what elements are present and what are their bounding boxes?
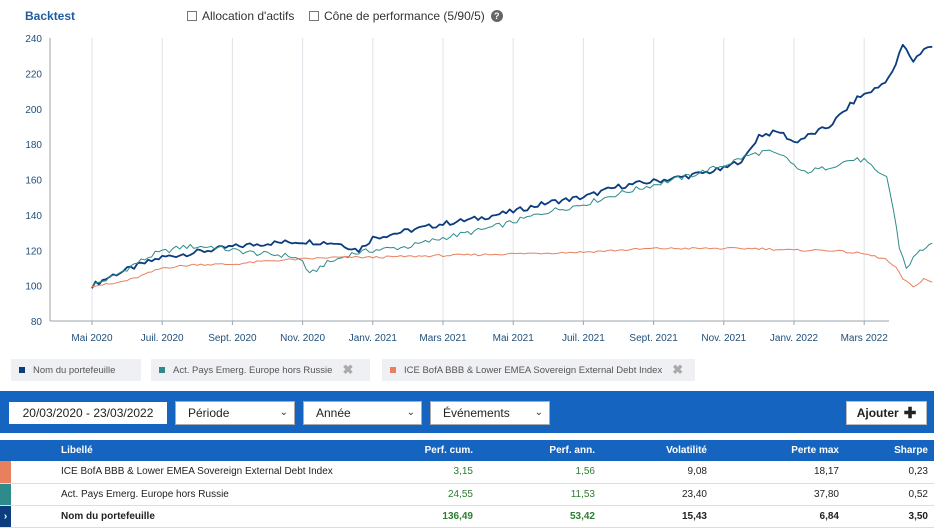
row-perf-cum: 136,49 — [442, 510, 473, 522]
row-sharpe: 0,52 — [908, 488, 928, 500]
table-row[interactable]: Act. Pays Emerg. Europe hors Russie 24,5… — [0, 483, 934, 505]
year-select[interactable]: Année ⌄ — [303, 401, 422, 425]
legend-swatch — [159, 367, 165, 373]
legend-label: Act. Pays Emerg. Europe hors Russie — [173, 364, 333, 376]
col-volatilite[interactable]: Volatilité — [666, 445, 707, 456]
y-tick-label: 120 — [25, 246, 42, 257]
table-row[interactable]: › Nom du portefeuille 136,49 53,42 15,43… — [0, 505, 934, 527]
table-row[interactable]: ICE BofA BBB & Lower EMEA Sovereign Exte… — [0, 461, 934, 483]
row-perte-max: 37,80 — [813, 488, 839, 500]
series-line-ice — [91, 247, 933, 288]
legend-label: ICE BofA BBB & Lower EMEA Sovereign Exte… — [404, 364, 663, 376]
row-perf-cum: 3,15 — [453, 466, 473, 478]
events-select[interactable]: Événements ⌄ — [430, 401, 550, 425]
x-tick-label: Janv. 2022 — [770, 333, 819, 344]
legend-item-emerging[interactable]: Act. Pays Emerg. Europe hors Russie ✖ — [151, 359, 370, 381]
row-sharpe: 3,50 — [908, 510, 928, 522]
x-tick-label: Juil. 2021 — [562, 333, 605, 344]
row-perte-max: 6,84 — [819, 510, 839, 522]
performance-table: Libellé Perf. cum. Perf. ann. Volatilité… — [0, 440, 934, 528]
chevron-down-icon: ⌄ — [279, 407, 288, 418]
add-label: Ajouter — [856, 406, 899, 420]
x-tick-label: Mars 2022 — [841, 333, 889, 344]
expand-icon[interactable]: › — [0, 505, 11, 527]
allocation-option[interactable]: Allocation d'actifs — [187, 9, 294, 23]
plus-icon: ✚ — [903, 404, 917, 422]
x-tick-label: Sept. 2020 — [208, 333, 257, 344]
x-tick-label: Mai 2021 — [493, 333, 535, 344]
x-tick-label: Mars 2021 — [419, 333, 467, 344]
y-tick-label: 200 — [25, 105, 42, 116]
cone-checkbox[interactable] — [309, 11, 319, 21]
cone-option[interactable]: Cône de performance (5/90/5) ? — [309, 9, 503, 23]
row-volatilite: 9,08 — [687, 466, 707, 478]
row-marker — [0, 461, 11, 483]
cone-label: Cône de performance (5/90/5) — [324, 9, 485, 23]
y-tick-label: 100 — [25, 282, 42, 293]
chevron-down-icon: ⌄ — [534, 407, 543, 418]
row-label: Act. Pays Emerg. Europe hors Russie — [61, 488, 229, 500]
help-icon[interactable]: ? — [490, 10, 503, 22]
col-libelle[interactable]: Libellé — [61, 445, 93, 456]
x-tick-label: Nov. 2021 — [701, 333, 746, 344]
series-line-portfolio — [91, 43, 933, 289]
legend-swatch — [19, 367, 25, 373]
y-tick-label: 160 — [25, 176, 42, 187]
legend-swatch — [390, 367, 396, 373]
col-perf-ann[interactable]: Perf. ann. — [549, 445, 595, 456]
period-select[interactable]: Période ⌄ — [175, 401, 295, 425]
col-sharpe[interactable]: Sharpe — [894, 445, 928, 456]
year-label: Année — [316, 406, 351, 420]
row-perf-cum: 24,55 — [447, 488, 473, 500]
x-tick-label: Janv. 2021 — [349, 333, 398, 344]
row-perf-ann: 1,56 — [575, 466, 595, 478]
row-volatilite: 15,43 — [681, 510, 707, 522]
backtest-chart: 80 100 120 140 160 180 200 220 240 Mai 2020 Juil. … — [25, 34, 933, 344]
x-tick-label: Juil. 2020 — [141, 333, 184, 344]
col-perf-cum[interactable]: Perf. cum. — [424, 445, 473, 456]
row-label: Nom du portefeuille — [61, 510, 155, 522]
add-button[interactable]: Ajouter ✚ — [846, 401, 927, 425]
y-tick-label: 180 — [25, 140, 42, 151]
chevron-down-icon: ⌄ — [406, 407, 415, 418]
col-perte-max[interactable]: Perte max — [791, 445, 839, 456]
row-marker — [0, 483, 11, 505]
date-range-input[interactable]: 20/03/2020 - 23/03/2022 — [9, 402, 167, 424]
y-tick-label: 140 — [25, 211, 42, 222]
row-label: ICE BofA BBB & Lower EMEA Sovereign Exte… — [61, 466, 333, 478]
row-perte-max: 18,17 — [813, 466, 839, 478]
row-volatilite: 23,40 — [681, 488, 707, 500]
y-tick-label: 80 — [31, 317, 43, 328]
allocation-label: Allocation d'actifs — [202, 9, 295, 23]
y-tick-label: 220 — [25, 69, 42, 80]
period-label: Période — [188, 406, 230, 420]
remove-icon[interactable]: ✖ — [342, 362, 354, 377]
x-tick-label: Sept. 2021 — [629, 333, 678, 344]
remove-icon[interactable]: ✖ — [672, 362, 684, 377]
legend-item-portfolio[interactable]: Nom du portefeuille — [11, 359, 141, 381]
y-tick-label: 240 — [25, 34, 42, 45]
row-sharpe: 0,23 — [908, 466, 928, 478]
allocation-checkbox[interactable] — [187, 11, 197, 21]
legend-item-ice[interactable]: ICE BofA BBB & Lower EMEA Sovereign Exte… — [382, 359, 695, 381]
series-line-emerging — [91, 149, 933, 288]
row-perf-ann: 11,53 — [570, 488, 595, 500]
x-tick-label: Nov. 2020 — [280, 333, 325, 344]
legend-label: Nom du portefeuille — [33, 364, 116, 376]
page-title: Backtest — [25, 9, 76, 23]
events-label: Événements — [443, 406, 510, 420]
x-tick-label: Mai 2020 — [71, 333, 113, 344]
table-header-row: Libellé Perf. cum. Perf. ann. Volatilité… — [0, 440, 934, 461]
row-perf-ann: 53,42 — [569, 510, 595, 522]
